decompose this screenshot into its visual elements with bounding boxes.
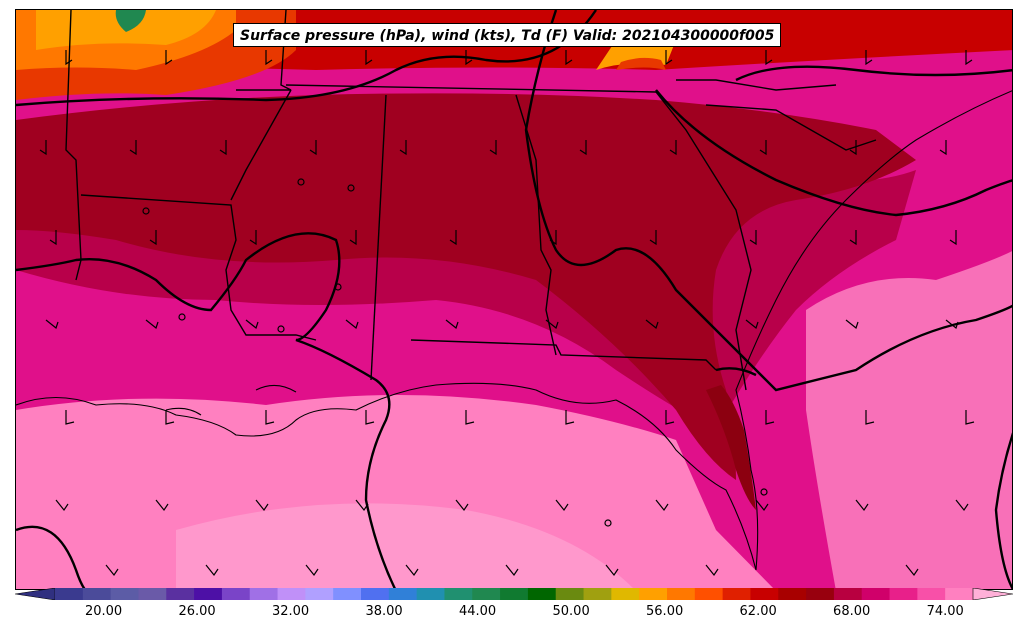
colorbar-segment (806, 588, 835, 600)
colorbar-tick-label: 38.00 (365, 604, 403, 619)
map-canvas (16, 10, 1012, 589)
colorbar-segment (527, 588, 557, 600)
colorbar-tick-labels: 20.00 26.00 32.00 38.00 44.00 50.00 56.00 62.00… (0, 604, 1022, 626)
atlantic-dewpoint-field (806, 251, 1012, 589)
colorbar-segment (444, 588, 473, 600)
colorbar-segment (333, 588, 362, 600)
map-title: Surface pressure (hPa), wind (kts), Td (… (233, 23, 782, 47)
colorbar-segment (472, 588, 501, 600)
colorbar-segment (639, 588, 668, 600)
colorbar-segment (221, 588, 251, 600)
colorbar-segment (55, 588, 84, 600)
colorbar-segment (138, 588, 167, 600)
wind-barbs (39, 50, 975, 577)
gulf-light-field (176, 503, 634, 589)
green-patch-northwest (115, 10, 146, 32)
colorbar-tick-label: 44.00 (458, 604, 497, 619)
colorbar-segment (611, 588, 640, 600)
colorbar-segment (750, 588, 779, 600)
colorbar (15, 588, 1013, 600)
isobars (16, 10, 1012, 589)
deep-red-region (16, 93, 916, 480)
colorbar-tick-label: 68.00 (833, 604, 871, 619)
colorbar-segment (194, 588, 223, 600)
colorbar-tick-label: 50.00 (552, 604, 590, 619)
colorbar-segment (889, 588, 918, 600)
colorbar-segment (166, 588, 195, 600)
florida-dark-red (706, 385, 756, 510)
colorbar-segment (555, 588, 585, 600)
orange-patch-north (616, 57, 666, 70)
colorbar-segment (361, 588, 390, 600)
colorbar-segment (110, 588, 139, 600)
colorbar-segment (277, 588, 306, 600)
colorbar-segment (249, 588, 279, 600)
colorbar-segment (917, 588, 946, 600)
colorbar-segment (305, 588, 334, 600)
colorbar-segment (722, 588, 751, 600)
colorbar-segment (945, 588, 974, 600)
colorbar-tick-label: 62.00 (739, 604, 777, 619)
colorbar-segment (861, 588, 891, 600)
colorbar-segment (583, 588, 612, 600)
colorbar-segment (833, 588, 863, 600)
dewpoint-map: Surface pressure (hPa), wind (kts), Td (… (15, 9, 1013, 590)
colorbar-segment (667, 588, 696, 600)
colorbar-tick-label: 56.00 (646, 604, 684, 619)
colorbar-segment (416, 588, 445, 600)
colorbar-tick-label: 20.00 (84, 604, 123, 619)
colorbar-segment (82, 588, 112, 600)
colorbar-segment (388, 588, 418, 600)
station-markers (142, 178, 768, 527)
colorbar-segments (15, 588, 1013, 600)
state-boundaries (65, 10, 877, 391)
colorbar-under-arrow (15, 588, 56, 600)
colorbar-segment (694, 588, 724, 600)
colorbar-tick-label: 26.00 (178, 604, 216, 619)
colorbar-segment (778, 588, 807, 600)
coastline (16, 90, 1012, 571)
colorbar-over-arrow (972, 588, 1013, 600)
colorbar-segment (500, 588, 529, 600)
colorbar-tick-label: 32.00 (271, 604, 310, 619)
colorbar-tick-label: 74.00 (926, 604, 964, 619)
